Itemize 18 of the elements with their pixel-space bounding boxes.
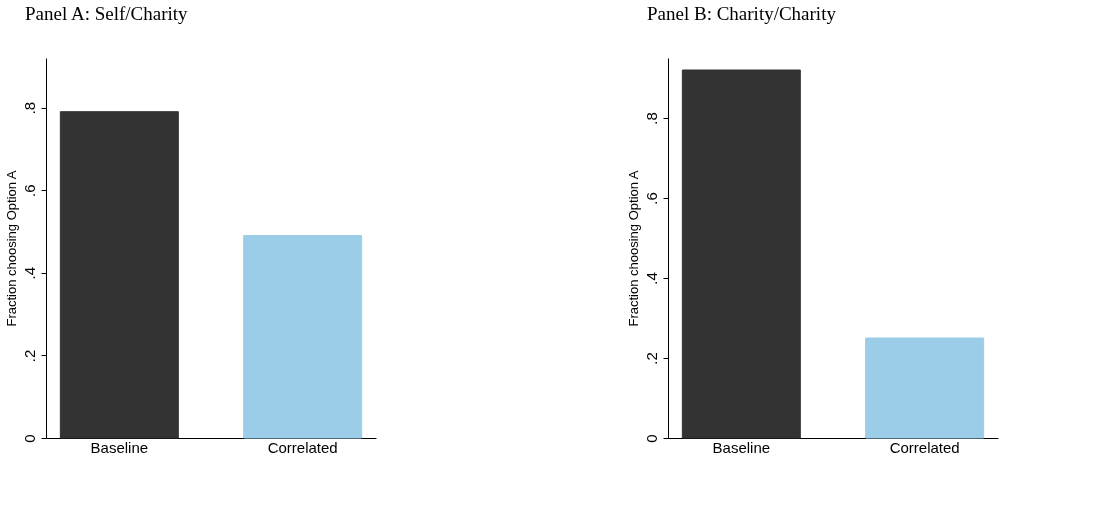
y-tick-label: .6 bbox=[642, 192, 660, 205]
chart-title: Panel B: Charity/Charity bbox=[647, 3, 837, 24]
y-tick-label: 0 bbox=[20, 434, 38, 443]
chart-title: Panel A: Self/Charity bbox=[25, 3, 189, 24]
y-tick-label: .2 bbox=[642, 352, 660, 365]
x-tick-label: Baseline bbox=[712, 438, 771, 456]
y-tick-label: .4 bbox=[20, 267, 38, 280]
x-tick-label: Baseline bbox=[90, 438, 149, 456]
y-tick-label: 0 bbox=[642, 434, 660, 443]
y-axis-title: Fraction choosing Option A bbox=[3, 170, 19, 327]
y-tick-label: .6 bbox=[20, 184, 38, 197]
y-tick-label: .8 bbox=[20, 101, 38, 115]
y-axis-title: Fraction choosing Option A bbox=[625, 170, 641, 327]
x-tick-label: Correlated bbox=[267, 438, 338, 456]
x-tick-label: Correlated bbox=[889, 438, 960, 456]
y-tick-label: .2 bbox=[20, 349, 38, 363]
y-tick-label: .8 bbox=[642, 112, 660, 125]
y-tick-label: .4 bbox=[642, 272, 660, 285]
